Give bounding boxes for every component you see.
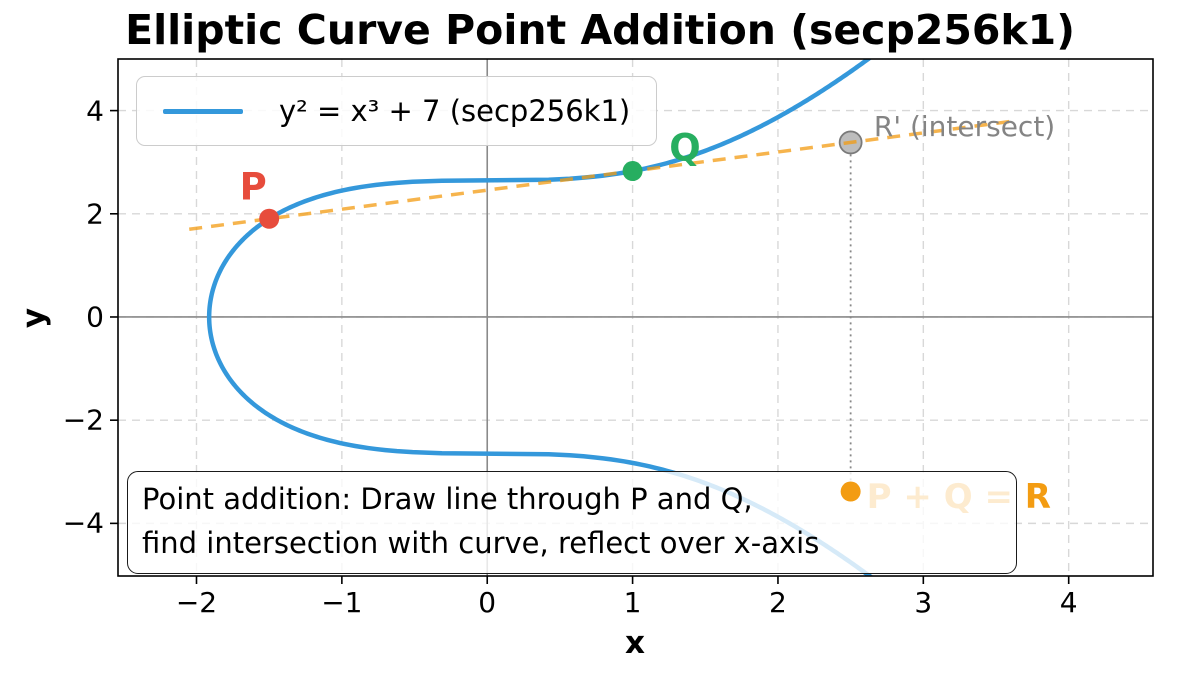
legend: y² = x³ + 7 (secp256k1)	[136, 76, 658, 146]
x-tick-label: 4	[1059, 586, 1078, 619]
label-p: P	[239, 165, 267, 209]
x-tick-label: 0	[478, 586, 497, 619]
y-axis-label: y	[16, 307, 52, 329]
annotation-line-2: find intersection with curve, reflect ov…	[142, 526, 820, 561]
x-tick-label: 3	[914, 586, 933, 619]
y-tick-label: −4	[62, 506, 104, 540]
y-tick-label: 4	[86, 94, 104, 128]
y-tick-label: 2	[86, 197, 104, 231]
legend-label: y² = x³ + 7 (secp256k1)	[279, 94, 631, 128]
y-tick-label: −2	[62, 403, 104, 437]
annotation-box: Point addition: Draw line through P and …	[127, 471, 1017, 574]
x-tick-label: 1	[623, 586, 642, 619]
legend-line-swatch	[163, 108, 243, 114]
x-tick-label: 2	[769, 586, 787, 619]
chart-title: Elliptic Curve Point Addition (secp256k1…	[125, 6, 1075, 54]
annotation-line-1: Point addition: Draw line through P and …	[142, 482, 753, 516]
label-r-prime: R' (intersect)	[873, 110, 1056, 144]
x-tick-label: −2	[175, 586, 218, 619]
x-axis-label: x	[625, 625, 645, 661]
label-q: Q	[669, 126, 701, 170]
x-tick-label: −1	[321, 586, 363, 619]
y-tick-label: 0	[86, 300, 104, 334]
